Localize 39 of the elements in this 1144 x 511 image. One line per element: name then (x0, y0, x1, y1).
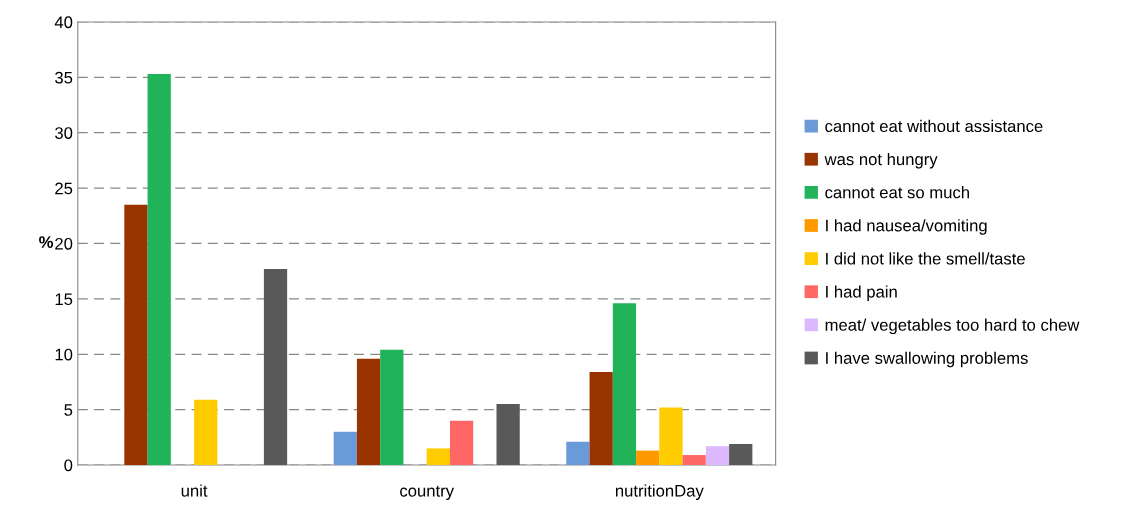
legend-label: I did not like the smell/taste (826, 252, 1025, 265)
bar (636, 450, 660, 466)
y-tick-label: 25 (55, 182, 73, 195)
x-tick-label: country (400, 485, 455, 500)
bar (659, 407, 683, 466)
legend-label: cannot eat so much (825, 186, 969, 199)
bar (263, 268, 288, 466)
bar (426, 448, 450, 466)
y-axis-title: % (39, 236, 54, 248)
y-tick-label: 0 (64, 459, 73, 472)
x-tick-label: unit (181, 484, 208, 497)
legend-label: cannot eat without assistance (825, 119, 1043, 133)
y-tick-label: 40 (54, 16, 73, 29)
bar (449, 420, 474, 466)
legend-label: meat/ vegetables too hard to chew (825, 318, 1080, 335)
bar (566, 441, 590, 466)
bar (333, 431, 357, 466)
bar (194, 399, 218, 466)
legend-label: I had pain (826, 285, 897, 301)
y-tick-label: 20 (55, 237, 73, 250)
bar (147, 74, 171, 466)
bar (124, 204, 148, 466)
bar (682, 455, 706, 466)
legend-label: was not hungry (824, 152, 938, 169)
y-tick-label: 30 (55, 127, 73, 139)
x-tick-label: nutritionDay (615, 484, 704, 500)
y-tick-label: 15 (55, 293, 73, 306)
bar (705, 446, 730, 466)
bar (356, 358, 381, 466)
bar (496, 404, 520, 466)
legend-label: I have swallowing problems (826, 351, 1028, 368)
y-tick-label: 35 (55, 71, 73, 84)
bar (729, 443, 753, 466)
legend-label: I had nausea/vomiting (826, 219, 987, 235)
y-tick-label: 5 (64, 404, 73, 416)
bar (612, 303, 637, 466)
y-tick-label: 10 (55, 348, 73, 361)
bar (380, 349, 404, 466)
bar (589, 371, 613, 466)
